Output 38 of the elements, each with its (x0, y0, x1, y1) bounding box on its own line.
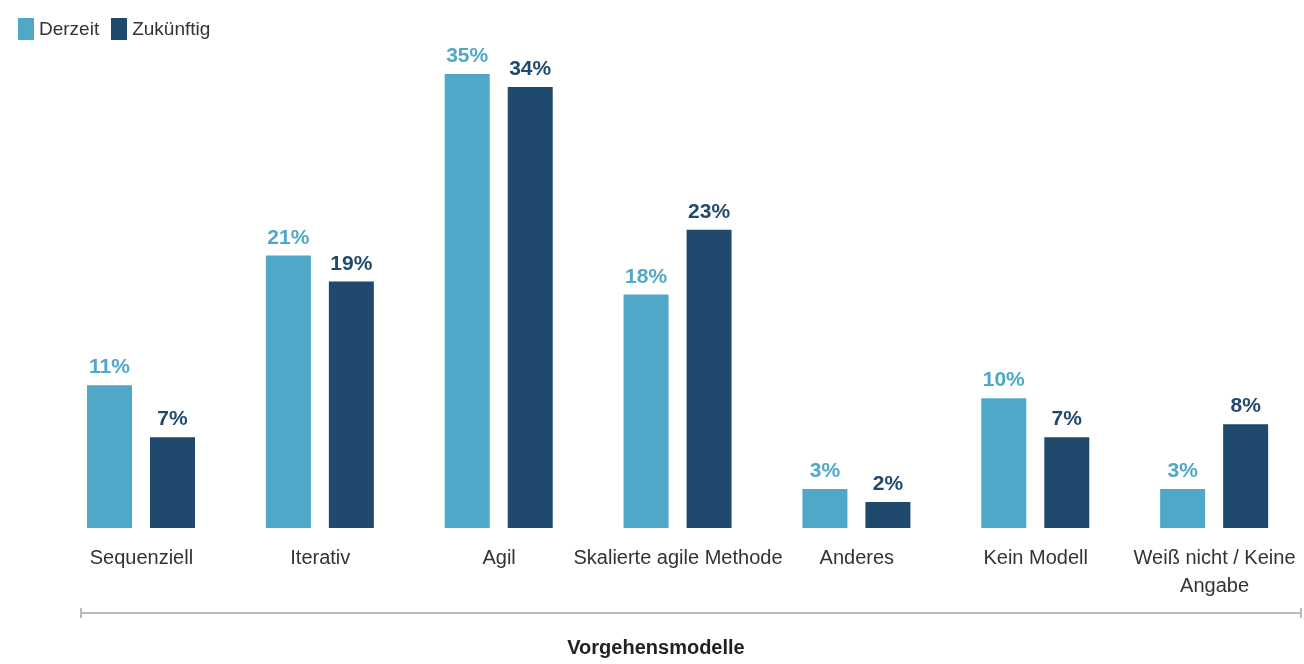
bar (1044, 437, 1090, 528)
legend-label: Zukünftig (132, 18, 211, 40)
bar (686, 229, 732, 528)
bar (1223, 424, 1269, 528)
data-label: 7% (157, 406, 188, 430)
x-tick-label: Agil (482, 546, 516, 569)
data-label: 3% (809, 458, 841, 482)
bar (1160, 489, 1206, 528)
bar (802, 489, 848, 528)
bar (444, 74, 490, 528)
data-label: 18% (625, 263, 668, 287)
x-tick-label: Sequenziell (89, 546, 194, 569)
data-label: 21% (267, 224, 310, 248)
bar (265, 255, 311, 528)
x-axis-title: Vorgehensmodelle (566, 636, 746, 659)
data-label: 19% (330, 250, 373, 274)
data-label: 3% (1167, 458, 1199, 482)
data-label: 23% (688, 198, 731, 222)
bar (150, 437, 195, 528)
data-label: 11% (89, 354, 131, 378)
data-label: 7% (1051, 406, 1083, 430)
bar (623, 294, 669, 528)
data-label: 35% (446, 43, 489, 66)
data-label: 34% (509, 55, 552, 79)
data-label: 10% (982, 367, 1026, 391)
bar (87, 385, 132, 528)
x-tick-label: Skalierte agile Methode (573, 546, 783, 569)
x-tick-label: Weiß nicht / Keine Angabe (1133, 546, 1296, 597)
bar (507, 86, 553, 528)
x-tick-label: Kein Modell (983, 546, 1088, 569)
x-tick-label: Iterativ (290, 546, 351, 569)
bar (328, 281, 374, 528)
data-label: 2% (872, 471, 904, 495)
bar (981, 398, 1027, 528)
data-label: 8% (1230, 393, 1262, 417)
x-tick-label: Anderes (819, 546, 895, 569)
legend-label: Derzeit (39, 18, 100, 40)
bar (865, 502, 911, 528)
